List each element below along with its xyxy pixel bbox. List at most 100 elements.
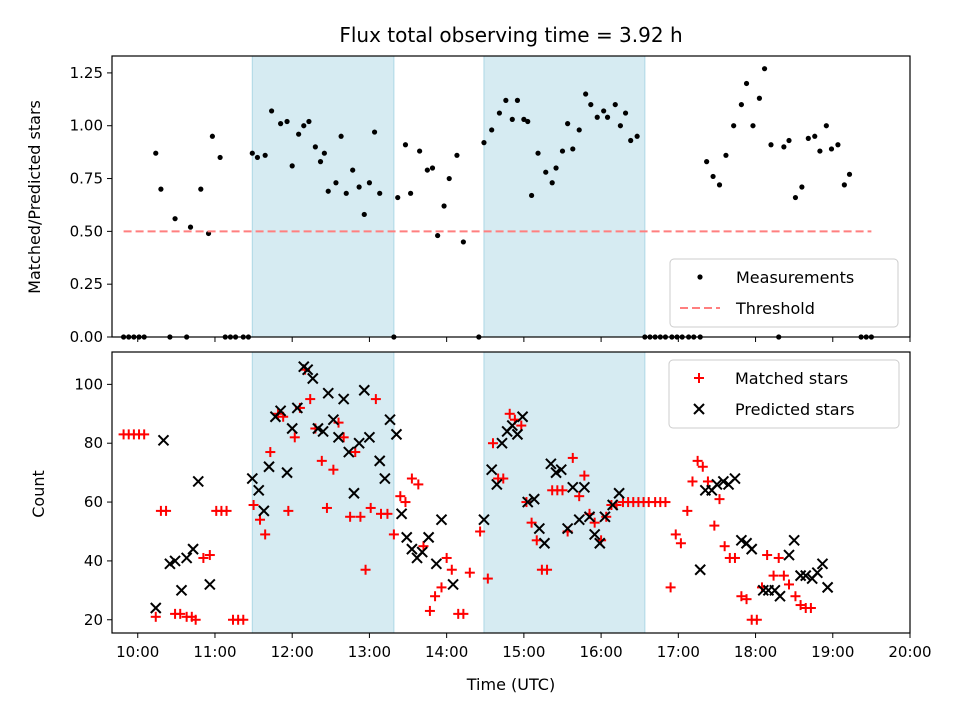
- matched-star-marker: [670, 529, 681, 540]
- measurement-point: [559, 148, 566, 154]
- predicted-star-marker: [435, 514, 448, 526]
- measurement-point: [284, 118, 290, 125]
- matched-star-marker: [221, 505, 232, 516]
- x-tick-label: 10:00: [116, 643, 159, 661]
- matched-star-marker: [365, 502, 376, 513]
- matched-star-marker: [260, 529, 271, 540]
- legend-label: Threshold: [735, 299, 815, 318]
- predicted-star-marker: [794, 569, 807, 582]
- x-tick-label: 11:00: [193, 643, 236, 661]
- matched-star-marker: [579, 470, 590, 481]
- measurement-point: [262, 152, 268, 158]
- predicted-star-marker: [253, 484, 265, 497]
- measurement-point: [792, 194, 799, 201]
- measurement-point: [325, 188, 331, 194]
- measurement-point: [846, 171, 853, 177]
- measurement-point: [366, 180, 373, 186]
- matched-star-marker: [719, 541, 730, 552]
- bottom-plot-frame: [111, 351, 911, 634]
- matched-star-marker: [482, 573, 493, 584]
- matched-star-marker: [778, 570, 789, 581]
- predicted-star-marker: [301, 363, 314, 376]
- measurement-point: [361, 211, 367, 218]
- matched-star-marker: [714, 494, 725, 505]
- predicted-star-marker: [583, 511, 596, 523]
- measurement-point: [254, 154, 261, 161]
- predicted-star-marker: [332, 431, 345, 444]
- matched-star-marker: [305, 394, 316, 405]
- matched-star-marker: [697, 461, 708, 472]
- predicted-star-marker: [258, 505, 270, 517]
- predicted-star-marker: [164, 558, 176, 570]
- predicted-star-marker: [573, 514, 585, 526]
- measurement-point: [296, 131, 302, 137]
- bottom-y-tick-label: 100: [74, 375, 103, 393]
- x-tick-label: 16:00: [579, 643, 622, 661]
- predicted-star-marker: [774, 590, 786, 602]
- top-y-tick-label: 1.25: [70, 64, 103, 82]
- matched-star-marker: [516, 420, 527, 431]
- predicted-star-marker: [694, 564, 706, 576]
- predicted-star-marker: [246, 472, 259, 485]
- measurement-point: [723, 152, 729, 158]
- matched-star-marker: [487, 438, 498, 449]
- x-tick-label: 20:00: [888, 643, 931, 661]
- measurement-point: [481, 140, 487, 146]
- measurement-point: [835, 142, 841, 148]
- predicted-star-marker: [783, 549, 795, 561]
- predicted-star-marker: [588, 528, 601, 541]
- measurement-point: [209, 133, 215, 139]
- matched-star-marker: [709, 520, 720, 531]
- matched-star-marker: [526, 517, 537, 528]
- matched-star-marker: [175, 608, 186, 619]
- matched-star-marker: [660, 497, 671, 508]
- predicted-star-marker: [291, 402, 304, 414]
- matched-star-marker: [475, 526, 486, 537]
- predicted-star-marker: [533, 522, 546, 535]
- matched-star-marker: [784, 579, 795, 590]
- predicted-star-marker: [363, 431, 376, 444]
- matched-star-marker: [328, 464, 339, 475]
- measurement-point: [756, 95, 763, 101]
- predicted-star-marker: [307, 372, 319, 385]
- measurement-point: [565, 121, 571, 127]
- bottom-legend: Matched stars Predicted stars: [668, 359, 900, 429]
- measurement-point: [828, 146, 835, 152]
- matched-star-marker: [370, 394, 381, 405]
- bottom-y-tick-label: 40: [84, 552, 103, 570]
- measurement-point: [799, 184, 805, 190]
- predicted-star-marker: [422, 531, 435, 544]
- matched-star-marker: [567, 452, 578, 463]
- matched-star-marker: [790, 591, 801, 602]
- measurement-point: [761, 66, 768, 72]
- top-y-axis-label: Matched/Predicted stars: [25, 100, 44, 294]
- predicted-star-marker: [416, 546, 428, 558]
- matched-star-marker: [736, 591, 747, 602]
- predicted-star-marker: [561, 522, 574, 535]
- matched-star-marker: [139, 429, 150, 440]
- predicted-star-marker: [157, 434, 170, 446]
- predicted-star-marker: [545, 458, 557, 470]
- matched-star-marker: [382, 508, 393, 519]
- measurement-point: [583, 91, 589, 97]
- measurement-point: [249, 150, 255, 156]
- predicted-star-marker: [337, 393, 350, 405]
- measurement-point: [768, 142, 774, 148]
- measurement-point: [576, 127, 582, 133]
- measurement-point: [525, 118, 531, 125]
- measurement-point: [333, 180, 339, 186]
- top-y-tick-label: 0.00: [70, 328, 103, 346]
- top-y-tick-label: 0.50: [70, 222, 103, 240]
- matched-star-marker: [665, 582, 676, 593]
- predicted-star-marker: [745, 543, 758, 555]
- predicted-star-marker: [491, 478, 503, 491]
- x-tick-label: 15:00: [502, 643, 545, 661]
- predicted-star-marker: [735, 534, 748, 547]
- matched-star-marker: [574, 491, 585, 502]
- predicted-star-marker: [406, 543, 418, 555]
- predicted-star-marker: [175, 584, 188, 597]
- matched-star-marker: [464, 567, 475, 578]
- predicted-star-marker: [180, 552, 193, 564]
- measurement-point: [301, 123, 307, 129]
